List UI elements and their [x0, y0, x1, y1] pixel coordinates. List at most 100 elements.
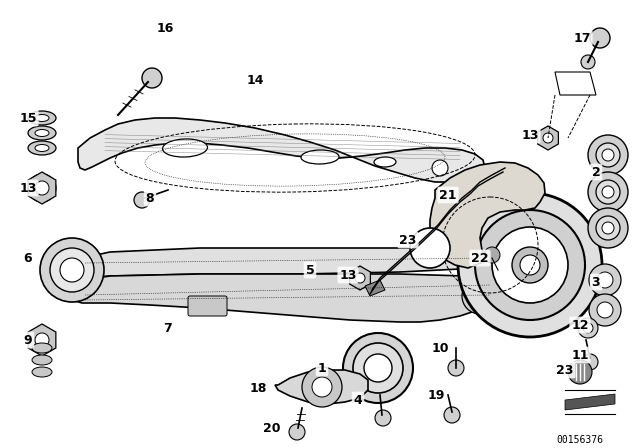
Ellipse shape [35, 115, 49, 121]
Circle shape [142, 68, 162, 88]
Text: 00156376: 00156376 [557, 435, 604, 445]
Polygon shape [565, 394, 615, 410]
Circle shape [458, 193, 602, 337]
Circle shape [590, 28, 610, 48]
Text: 22: 22 [471, 251, 489, 264]
Circle shape [581, 55, 595, 69]
Circle shape [578, 318, 598, 338]
Ellipse shape [28, 126, 56, 140]
Ellipse shape [28, 141, 56, 155]
Ellipse shape [32, 355, 52, 365]
Polygon shape [28, 324, 56, 356]
Polygon shape [28, 172, 56, 204]
Circle shape [462, 278, 498, 314]
Circle shape [492, 227, 568, 303]
Circle shape [583, 323, 593, 333]
Text: 7: 7 [164, 322, 172, 335]
Text: 3: 3 [592, 276, 600, 289]
Ellipse shape [35, 145, 49, 151]
Text: 13: 13 [339, 268, 356, 281]
Text: 13: 13 [19, 181, 36, 194]
Circle shape [353, 343, 403, 393]
Text: 12: 12 [572, 319, 589, 332]
Text: 9: 9 [24, 333, 32, 346]
Circle shape [597, 272, 613, 288]
Circle shape [410, 228, 450, 268]
Circle shape [343, 333, 413, 403]
Circle shape [597, 302, 613, 318]
Circle shape [596, 180, 620, 204]
Circle shape [60, 258, 84, 282]
Polygon shape [68, 274, 495, 322]
Ellipse shape [32, 343, 52, 353]
Text: 16: 16 [156, 22, 173, 34]
Polygon shape [349, 266, 371, 290]
Text: 20: 20 [263, 422, 281, 435]
Circle shape [448, 360, 464, 376]
Circle shape [484, 247, 500, 263]
Circle shape [289, 424, 305, 440]
Text: 23: 23 [556, 363, 573, 376]
Circle shape [40, 238, 104, 302]
Circle shape [543, 133, 553, 143]
Circle shape [28, 174, 56, 202]
Circle shape [35, 333, 49, 347]
Circle shape [50, 248, 94, 292]
Text: 4: 4 [354, 393, 362, 406]
Polygon shape [430, 162, 545, 268]
Circle shape [596, 143, 620, 167]
FancyBboxPatch shape [188, 296, 227, 316]
Circle shape [512, 247, 548, 283]
Circle shape [444, 407, 460, 423]
Ellipse shape [301, 150, 339, 164]
Circle shape [364, 354, 392, 382]
Text: 19: 19 [428, 388, 445, 401]
Circle shape [520, 255, 540, 275]
Ellipse shape [32, 367, 52, 377]
Circle shape [582, 354, 598, 370]
Ellipse shape [28, 111, 56, 125]
Circle shape [471, 287, 489, 305]
Circle shape [475, 210, 585, 320]
Circle shape [375, 410, 391, 426]
Text: 5: 5 [306, 263, 314, 276]
Text: 11: 11 [572, 349, 589, 362]
Circle shape [432, 160, 448, 176]
Polygon shape [78, 118, 485, 182]
Circle shape [312, 377, 332, 397]
Circle shape [134, 192, 150, 208]
Text: 18: 18 [250, 382, 267, 395]
Text: 17: 17 [573, 31, 591, 44]
Polygon shape [275, 370, 368, 404]
Ellipse shape [35, 129, 49, 137]
Ellipse shape [374, 157, 396, 167]
Text: 10: 10 [431, 341, 449, 354]
Circle shape [588, 172, 628, 212]
Text: 23: 23 [399, 233, 417, 246]
Polygon shape [538, 126, 558, 150]
Circle shape [589, 264, 621, 296]
Polygon shape [365, 280, 385, 296]
Circle shape [596, 216, 620, 240]
Text: 21: 21 [439, 189, 457, 202]
Circle shape [589, 294, 621, 326]
Text: 2: 2 [591, 165, 600, 178]
Circle shape [602, 149, 614, 161]
Text: 15: 15 [19, 112, 36, 125]
Polygon shape [68, 248, 495, 278]
Circle shape [568, 360, 592, 384]
Circle shape [588, 208, 628, 248]
Circle shape [602, 186, 614, 198]
Text: 1: 1 [317, 362, 326, 375]
Text: 14: 14 [246, 73, 264, 86]
Circle shape [602, 222, 614, 234]
Text: 8: 8 [146, 191, 154, 204]
Circle shape [302, 367, 342, 407]
Circle shape [35, 181, 49, 195]
Ellipse shape [163, 139, 207, 157]
Text: 13: 13 [522, 129, 539, 142]
Text: 6: 6 [24, 251, 32, 264]
Circle shape [35, 181, 49, 195]
Circle shape [355, 273, 365, 283]
Circle shape [588, 135, 628, 175]
